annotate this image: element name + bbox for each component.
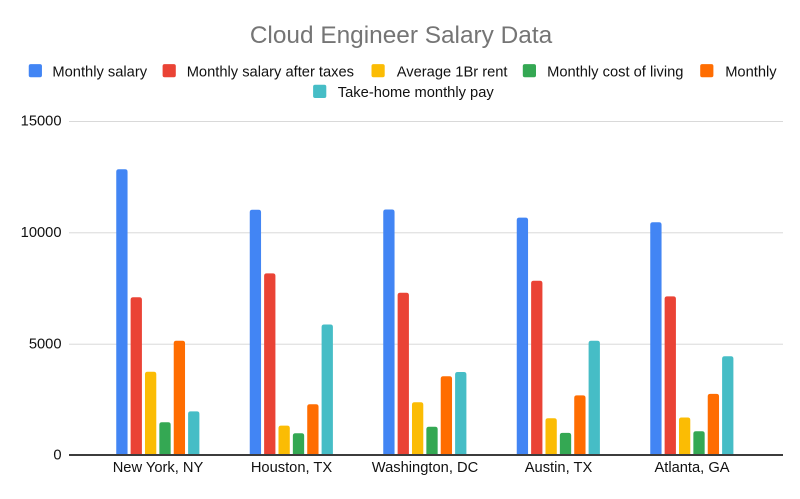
svg-text:Atlanta, GA: Atlanta, GA xyxy=(654,460,729,476)
svg-text:New York, NY: New York, NY xyxy=(113,460,204,476)
svg-text:Washington, DC: Washington, DC xyxy=(372,460,479,476)
svg-text:0: 0 xyxy=(53,448,61,464)
svg-text:Average 1Br rent: Average 1Br rent xyxy=(397,64,508,80)
svg-text:Monthly: Monthly xyxy=(725,64,777,80)
svg-text:Take-home monthly pay: Take-home monthly pay xyxy=(338,85,495,101)
svg-text:Austin, TX: Austin, TX xyxy=(525,460,593,476)
svg-text:Cloud Engineer Salary Data: Cloud Engineer Salary Data xyxy=(250,22,553,49)
svg-text:Monthly cost of living: Monthly cost of living xyxy=(547,64,683,80)
svg-text:10000: 10000 xyxy=(21,225,62,241)
svg-text:5000: 5000 xyxy=(29,336,62,352)
svg-text:Monthly salary after taxes: Monthly salary after taxes xyxy=(187,64,354,80)
svg-text:Houston, TX: Houston, TX xyxy=(251,460,333,476)
svg-text:Monthly salary: Monthly salary xyxy=(52,64,147,80)
svg-text:15000: 15000 xyxy=(21,114,62,130)
